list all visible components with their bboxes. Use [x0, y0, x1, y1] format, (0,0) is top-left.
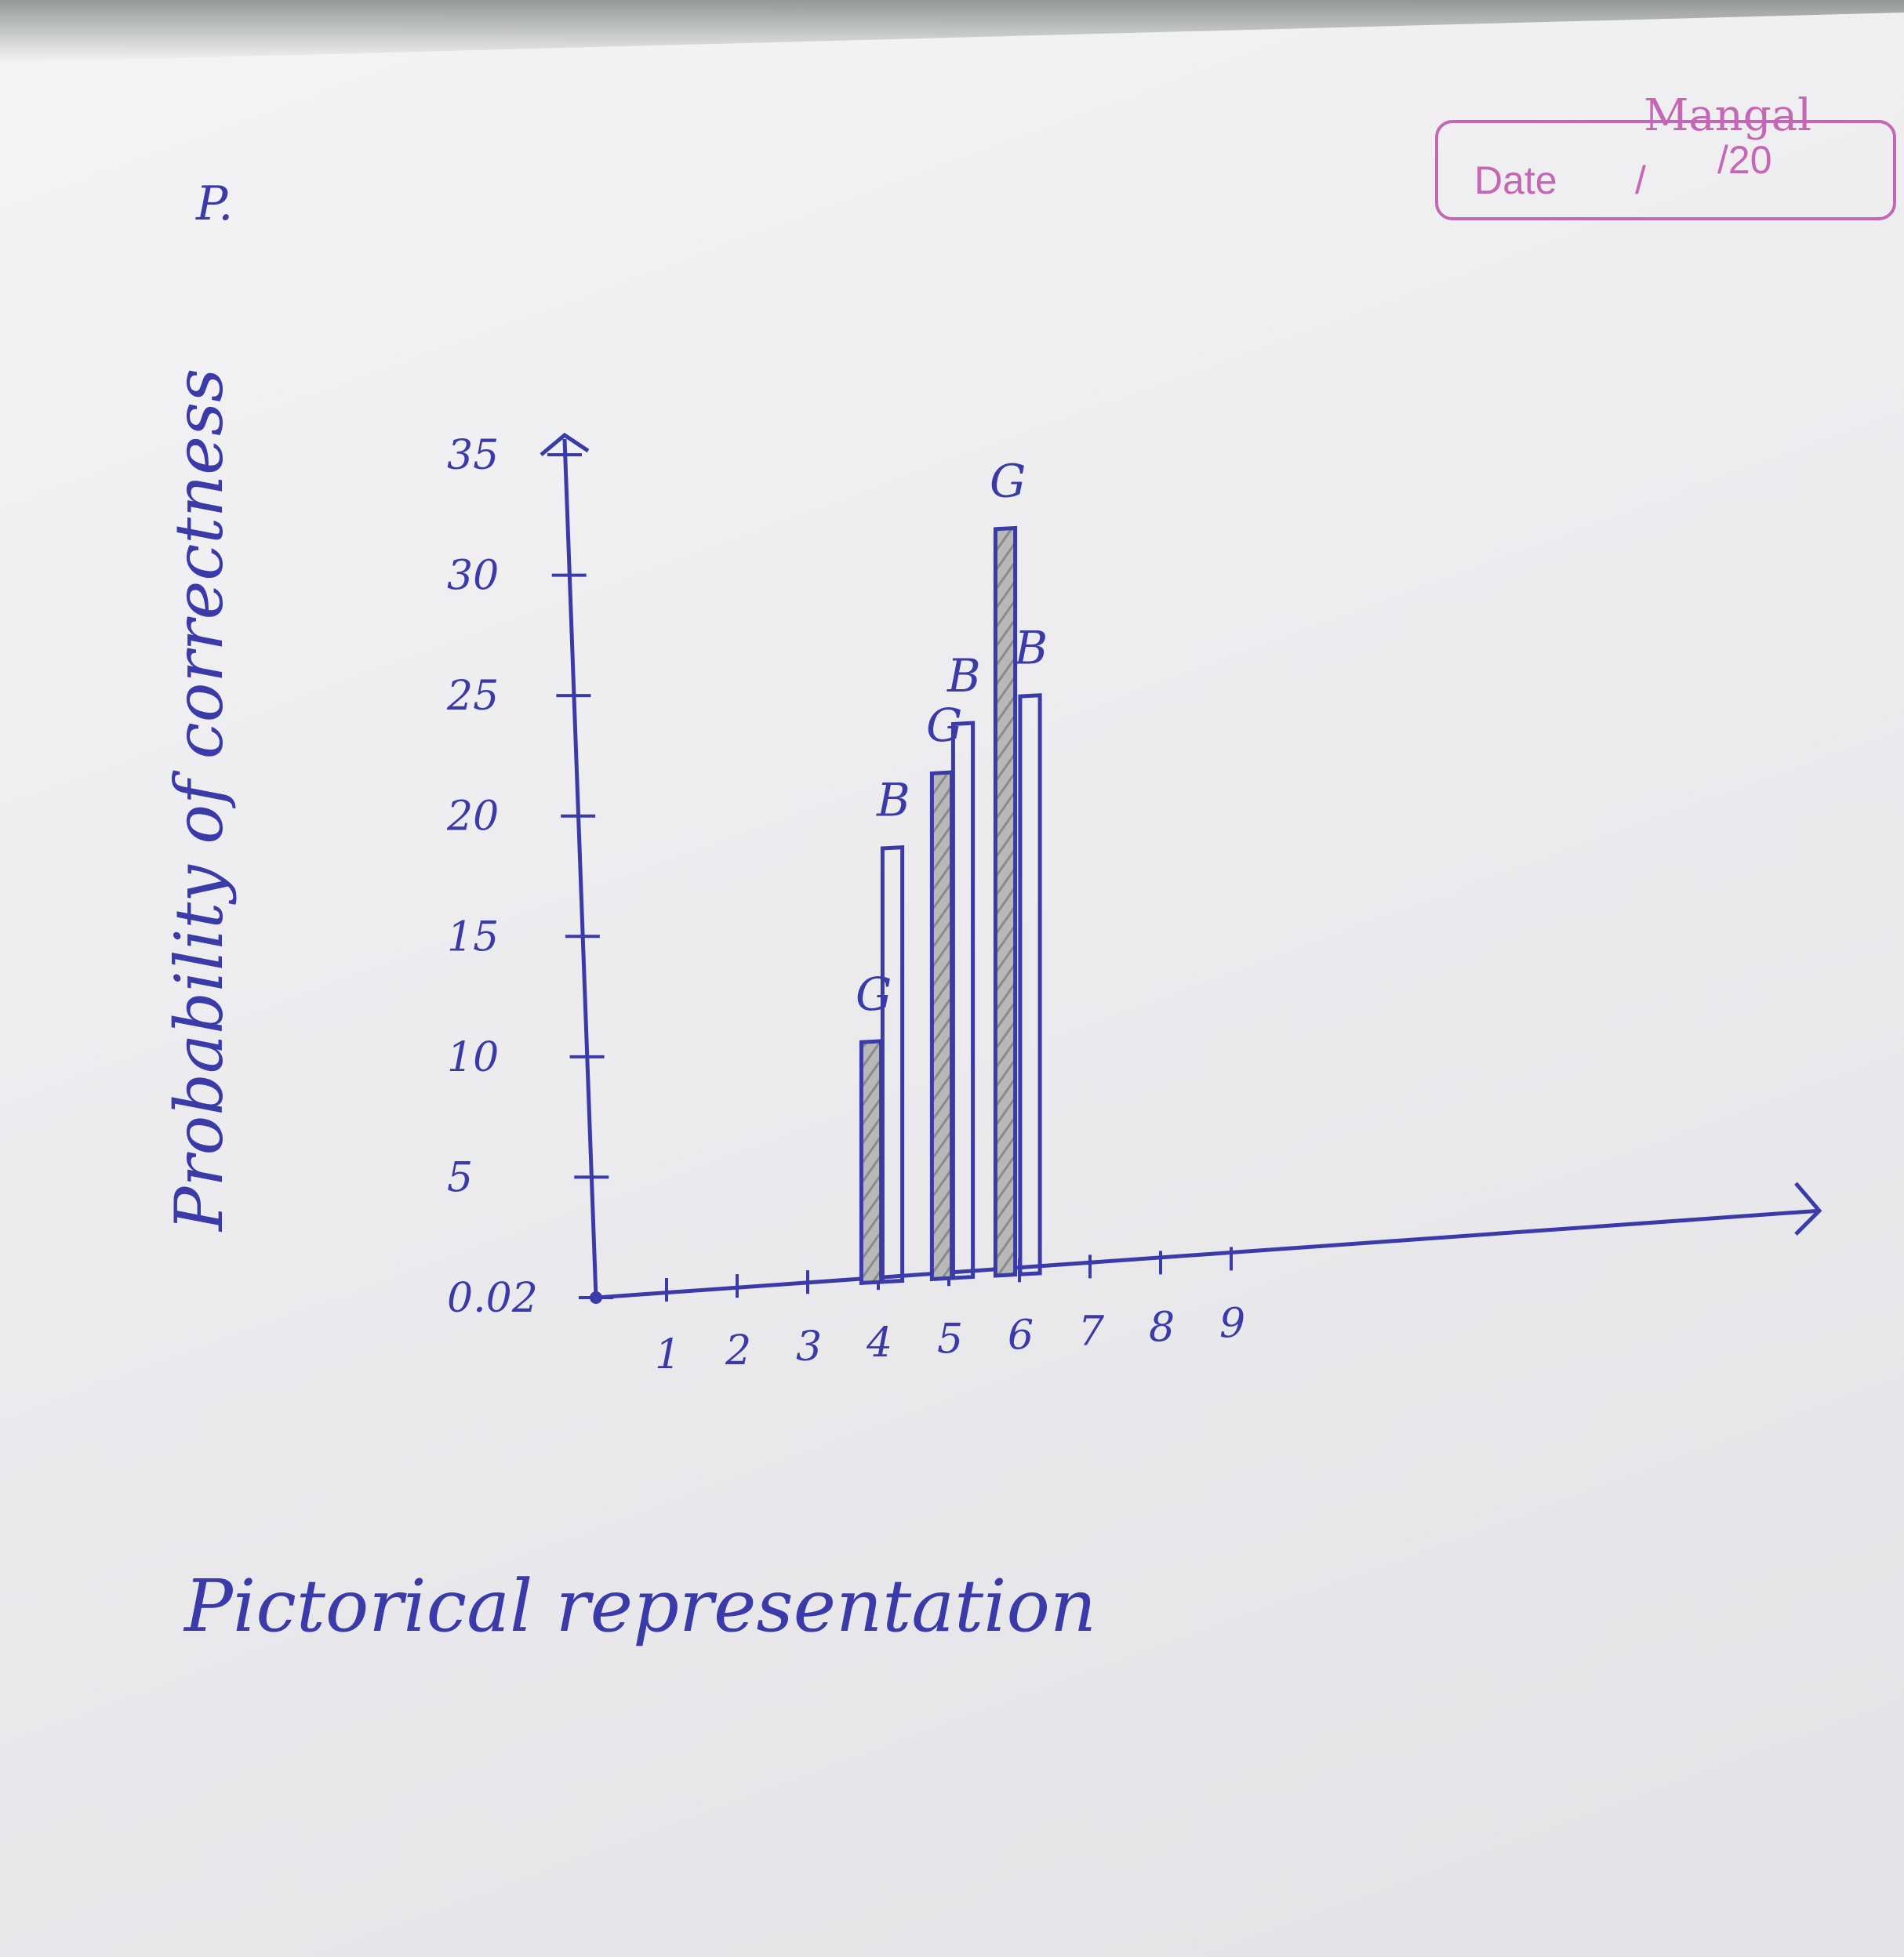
x-tick-label: 2 — [725, 1327, 751, 1374]
y-axis-line — [562, 438, 598, 1298]
g-bar — [859, 1039, 884, 1286]
chart-caption: Pictorical representation — [184, 1564, 1097, 1648]
chart-axes — [540, 432, 1822, 1304]
bar-series-label: G — [926, 699, 962, 752]
date-scroll-border — [1435, 120, 1896, 220]
x-tick-label: 6 — [1008, 1312, 1034, 1359]
g-bar — [929, 770, 954, 1282]
date-stamp: Mangal Date / /20 — [1435, 90, 1898, 227]
x-tick-label: 4 — [866, 1320, 892, 1367]
y-tick-label: 30 — [447, 553, 499, 600]
x-axis-arrow — [1794, 1182, 1822, 1236]
x-tick-label: 5 — [937, 1316, 963, 1363]
bar-series-label: B — [947, 649, 981, 703]
y-tick-label: 35 — [447, 432, 499, 479]
y-tick-label: 0.02 — [447, 1275, 538, 1322]
x-tick-label: 1 — [655, 1331, 681, 1378]
g-bar — [993, 525, 1018, 1278]
y-tick-label: 20 — [446, 793, 499, 841]
y-tick-label: 25 — [446, 673, 499, 720]
stamp-date-label: Date — [1474, 158, 1557, 202]
x-tick-label: 7 — [1078, 1308, 1105, 1355]
x-tick-label: 8 — [1149, 1304, 1175, 1351]
bar-series-label: B — [1014, 622, 1048, 675]
bar-series-label: G — [990, 454, 1026, 507]
b-bar — [1018, 693, 1042, 1276]
chart-bars — [859, 525, 1042, 1286]
b-bar — [880, 845, 905, 1284]
bar-series-label: B — [876, 774, 910, 827]
x-tick-label: 9 — [1219, 1300, 1245, 1347]
x-axis-line — [595, 1208, 1820, 1300]
b-bar — [950, 721, 976, 1280]
question-mark-p: P. — [196, 176, 234, 231]
stamp-year: /20 — [1717, 138, 1772, 182]
x-tick-label: 3 — [796, 1323, 822, 1371]
bar-series-label: G — [856, 968, 892, 1021]
y-tick-label: 15 — [447, 913, 499, 960]
y-tick-label: 10 — [447, 1034, 499, 1081]
y-axis-arrow — [540, 432, 590, 456]
stamp-slash: / — [1635, 158, 1646, 202]
y-tick-label: 5 — [447, 1154, 473, 1201]
stamp-brand: Mangal — [1644, 90, 1811, 141]
